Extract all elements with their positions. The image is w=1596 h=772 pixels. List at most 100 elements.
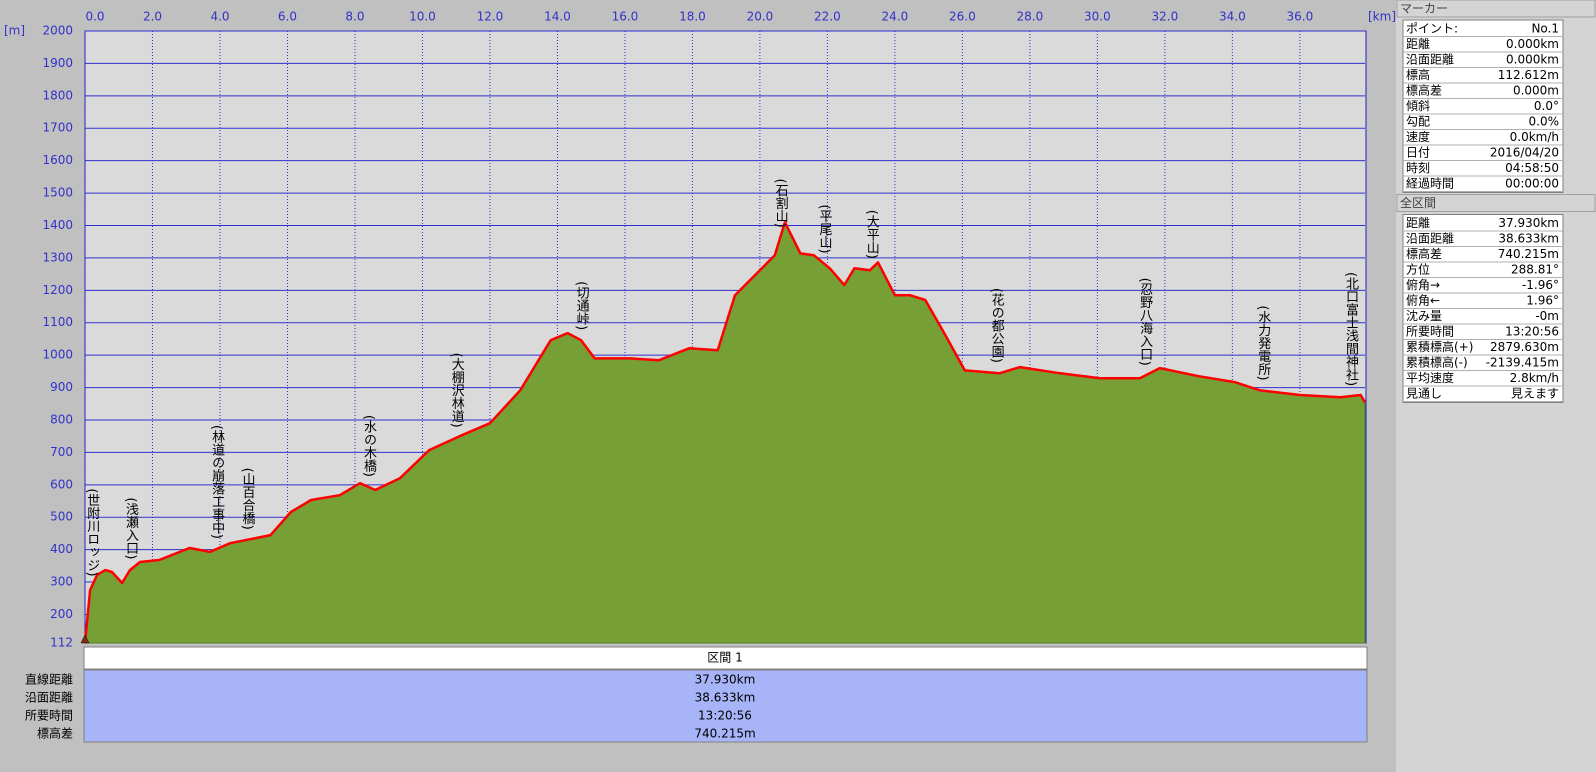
y-tick-label: 200 [50,607,73,621]
x-tick-label: 22.0 [814,10,841,24]
field-label: 時刻 [1406,161,1430,175]
panel-body [1402,19,1564,193]
y-tick-label: 2000 [42,24,73,38]
field-label: 日付 [1406,145,1430,159]
x-tick-label: 2.0 [143,10,162,24]
field-value: 0.000km [1506,52,1559,66]
y-tick-label: 1700 [42,121,73,135]
field-value: 13:20:56 [1505,324,1559,338]
panel-header [1396,194,1596,212]
y-tick-label: 300 [50,575,73,589]
field-value: 288.81° [1511,262,1559,276]
row-value: 13:20:56 [698,709,752,723]
x-tick-label: 12.0 [477,10,504,24]
field-value: 0.0km/h [1510,130,1559,144]
row-label: 沿面距離 [25,691,73,705]
field-label: ポイント: [1406,21,1458,35]
x-tick-label: 32.0 [1152,10,1179,24]
y-tick-label: 1100 [42,315,73,329]
x-tick-label: 10.0 [409,10,436,24]
waypoint-label: (山百合橋) [239,468,255,530]
field-label: 所要時間 [1406,324,1454,338]
row-value: 37.930km [695,673,756,687]
y-tick-label: 800 [50,412,73,426]
waypoint-label: (平尾山) [817,204,833,253]
field-value: 2879.630m [1490,340,1559,354]
table-header [83,646,1368,670]
panel-title: 全区間 [1400,195,1436,210]
x-tick-label: 34.0 [1219,10,1246,24]
table-header-text: 区間 1 [707,651,742,665]
y-tick-label: 1500 [42,186,73,200]
x-tick-label: 0.0 [85,10,104,24]
y-tick-label: 1600 [42,153,73,167]
waypoint-label: (水の木橋) [361,415,377,477]
y-tick-label: 1000 [42,348,73,362]
panel-header [1396,0,1596,18]
field-value: 2.8km/h [1510,371,1559,385]
y-tick-label: 900 [50,380,73,394]
field-value: 0.0% [1529,114,1560,128]
field-label: 沈み量 [1406,308,1442,323]
y-unit: [m] [4,24,25,38]
y-tick-label: 112 [50,636,73,650]
field-value: 38.633km [1498,231,1559,245]
field-value: 1.96° [1526,293,1559,307]
x-tick-label: 14.0 [544,10,571,24]
row-value: 740.215m [694,727,755,741]
waypoint-label: (林道の崩落工事中) [209,425,225,539]
panel-title: マーカー [1400,2,1448,16]
field-value: 0.000km [1506,37,1559,51]
start-marker [80,634,90,644]
field-label: 経過時間 [1406,176,1454,190]
y-tick-label: 400 [50,542,73,556]
field-label: 標高差 [1406,246,1442,261]
waypoint-label: (忍野八海入口) [1137,278,1153,366]
field-label: 距離 [1406,216,1430,230]
field-value: 04:58:50 [1505,161,1559,175]
field-value: 00:00:00 [1505,176,1559,190]
track-line [83,221,1367,644]
y-tick-label: 700 [50,445,73,459]
field-value: -0m [1535,309,1559,323]
field-value: 2016/04/20 [1490,145,1559,159]
y-tick-label: 1400 [42,218,73,232]
waypoint-label: (水力発電所) [1255,305,1271,380]
y-tick-label: 1200 [42,283,73,297]
field-label: 距離 [1406,37,1430,51]
waypoint-label: (大平山) [864,210,880,259]
x-tick-label: 30.0 [1084,10,1111,24]
table-body [83,669,1368,743]
field-value: No.1 [1531,21,1559,35]
field-label: 平均速度 [1406,370,1454,385]
y-tick-label: 1800 [42,88,73,102]
x-tick-label: 18.0 [679,10,706,24]
x-tick-label: 6.0 [278,10,297,24]
field-label: 俯角← [1406,292,1440,307]
field-value: -2139.415m [1486,355,1559,369]
field-label: 速度 [1406,129,1430,144]
waypoint-label: (北口富士浅間神社) [1343,272,1359,386]
field-label: 勾配 [1406,114,1430,128]
waypoint-label: (石割山) [773,179,789,228]
y-tick-label: 1300 [42,250,73,264]
field-label: 俯角→ [1406,277,1440,292]
x-tick-label: 16.0 [612,10,639,24]
field-label: 傾斜 [1406,99,1430,113]
field-label: 沿面距離 [1406,231,1454,245]
x-tick-label: 4.0 [210,10,229,24]
waypoint-label: (浅瀬入口) [123,497,139,559]
waypoint-label: (大棚沢林道) [449,353,465,428]
x-tick-label: 8.0 [345,10,364,24]
x-unit: [km] [1368,10,1396,24]
field-value: 0.000m [1513,83,1559,97]
y-tick-label: 500 [50,510,73,524]
field-label: 沿面距離 [1406,52,1454,66]
row-value: 38.633km [695,691,756,705]
y-tick-label: 1900 [42,56,73,70]
field-label: 標高差 [1406,82,1442,97]
y-tick-label: 600 [50,477,73,491]
field-value: -1.96° [1522,278,1559,292]
field-label: 方位 [1406,261,1430,276]
x-tick-label: 24.0 [882,10,909,24]
